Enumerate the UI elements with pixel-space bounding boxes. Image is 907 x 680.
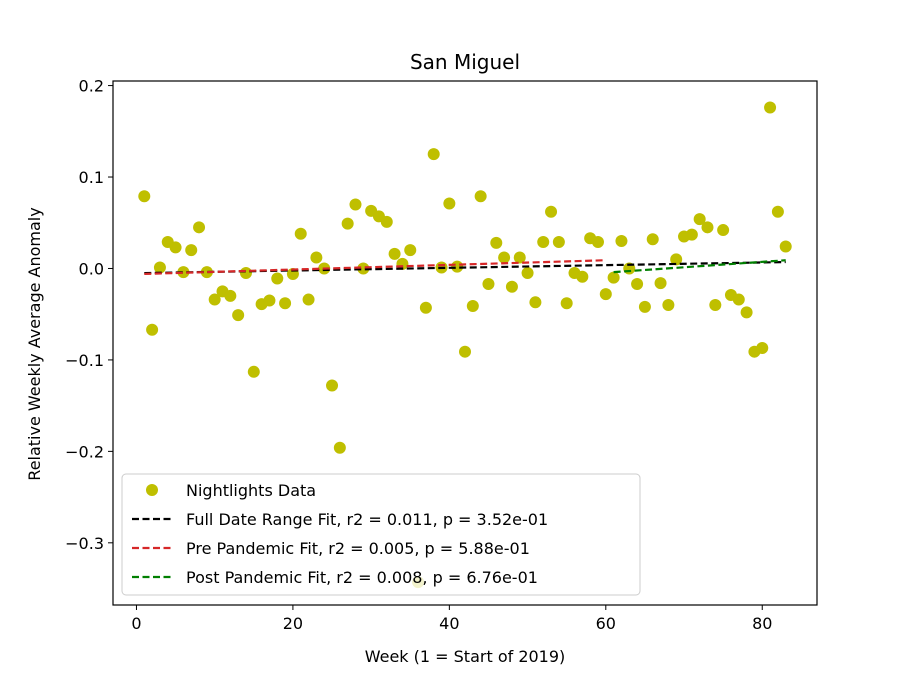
- data-point: [474, 190, 487, 203]
- data-point: [599, 288, 612, 301]
- data-point: [537, 235, 550, 248]
- data-point: [310, 251, 323, 264]
- data-point: [419, 301, 432, 314]
- data-point: [279, 297, 292, 310]
- data-point: [224, 289, 237, 302]
- data-point: [349, 198, 362, 211]
- data-point: [208, 293, 221, 306]
- data-point: [232, 309, 245, 322]
- legend-label-0: Nightlights Data: [186, 481, 316, 500]
- data-point: [498, 251, 511, 264]
- data-point: [193, 221, 206, 234]
- data-point: [662, 299, 675, 312]
- y-tick-label: 0.0: [79, 259, 104, 278]
- legend-label-2: Pre Pandemic Fit, r2 = 0.005, p = 5.88e-…: [186, 539, 530, 558]
- legend-label-3: Post Pandemic Fit, r2 = 0.008, p = 6.76e…: [186, 568, 538, 587]
- x-axis-label: Week (1 = Start of 2019): [365, 647, 566, 666]
- data-point: [357, 262, 370, 275]
- legend-box: [121, 473, 641, 596]
- data-point: [545, 205, 558, 218]
- legend-label-1: Full Date Range Fit, r2 = 0.011, p = 3.5…: [186, 510, 548, 529]
- data-point: [646, 233, 659, 246]
- data-point: [380, 215, 393, 228]
- data-point: [153, 261, 166, 274]
- data-point: [466, 299, 479, 312]
- data-point: [740, 306, 753, 319]
- data-point: [631, 278, 644, 291]
- x-tick-label: 20: [283, 614, 303, 633]
- data-point: [638, 300, 651, 313]
- data-point: [670, 253, 683, 266]
- y-tick-label: −0.1: [65, 351, 104, 370]
- data-point: [341, 217, 354, 230]
- legend-marker-0: [146, 484, 158, 496]
- legend: Nightlights Data Full Date Range Fit, r2 …: [121, 473, 641, 596]
- data-point: [177, 266, 190, 279]
- data-point: [404, 244, 417, 257]
- data-point: [764, 101, 777, 114]
- data-point: [239, 267, 252, 280]
- data-point: [529, 296, 542, 309]
- axes: 0 20 40 60 80 −0.3 −0.2 −0.1 0.0 0.1 0.2: [65, 77, 818, 633]
- data-point: [560, 297, 573, 310]
- data-point: [271, 272, 284, 285]
- data-point: [756, 342, 769, 355]
- data-point: [779, 240, 792, 253]
- y-tick-label: −0.3: [65, 534, 104, 553]
- data-point: [513, 251, 526, 264]
- chart-title: San Miguel: [410, 50, 520, 74]
- data-point: [443, 197, 456, 210]
- data-point: [685, 228, 698, 241]
- x-tick-label: 60: [596, 614, 616, 633]
- y-axis-label: Relative Weekly Average Anomaly: [25, 207, 44, 480]
- data-point: [263, 294, 276, 307]
- data-point: [247, 365, 260, 378]
- data-point: [615, 235, 628, 248]
- data-point: [326, 379, 339, 392]
- data-point: [490, 236, 503, 249]
- data-point: [505, 280, 518, 293]
- data-point: [169, 241, 182, 254]
- data-point: [302, 293, 315, 306]
- fit-line-2: [144, 259, 606, 276]
- data-point: [482, 278, 495, 291]
- x-tick-label: 40: [439, 614, 459, 633]
- data-point: [333, 441, 346, 454]
- data-point: [654, 277, 667, 290]
- data-point: [693, 213, 706, 226]
- data-point: [607, 271, 620, 284]
- data-point: [521, 267, 534, 280]
- y-tick-label: 0.2: [79, 77, 104, 96]
- data-point: [388, 247, 401, 260]
- data-point: [732, 293, 745, 306]
- y-tick-label: −0.2: [65, 442, 104, 461]
- y-tick-label: 0.1: [79, 168, 104, 187]
- data-point: [294, 227, 307, 240]
- data-point: [185, 244, 198, 257]
- data-point: [576, 270, 589, 283]
- x-tick-label: 0: [131, 614, 141, 633]
- plot-area: [138, 101, 792, 589]
- data-point: [138, 190, 151, 203]
- fit-line-3: [613, 259, 786, 274]
- data-point: [427, 148, 440, 161]
- plot-marks: [138, 101, 792, 589]
- data-point: [701, 221, 714, 234]
- x-tick-label: 80: [752, 614, 772, 633]
- data-point: [771, 205, 784, 218]
- data-point: [200, 266, 213, 279]
- axes-frame: [112, 80, 818, 606]
- data-point: [459, 345, 471, 358]
- data-point: [146, 323, 159, 336]
- data-point: [709, 299, 722, 312]
- data-point: [591, 235, 604, 248]
- data-point: [717, 224, 730, 237]
- data-point: [552, 235, 565, 248]
